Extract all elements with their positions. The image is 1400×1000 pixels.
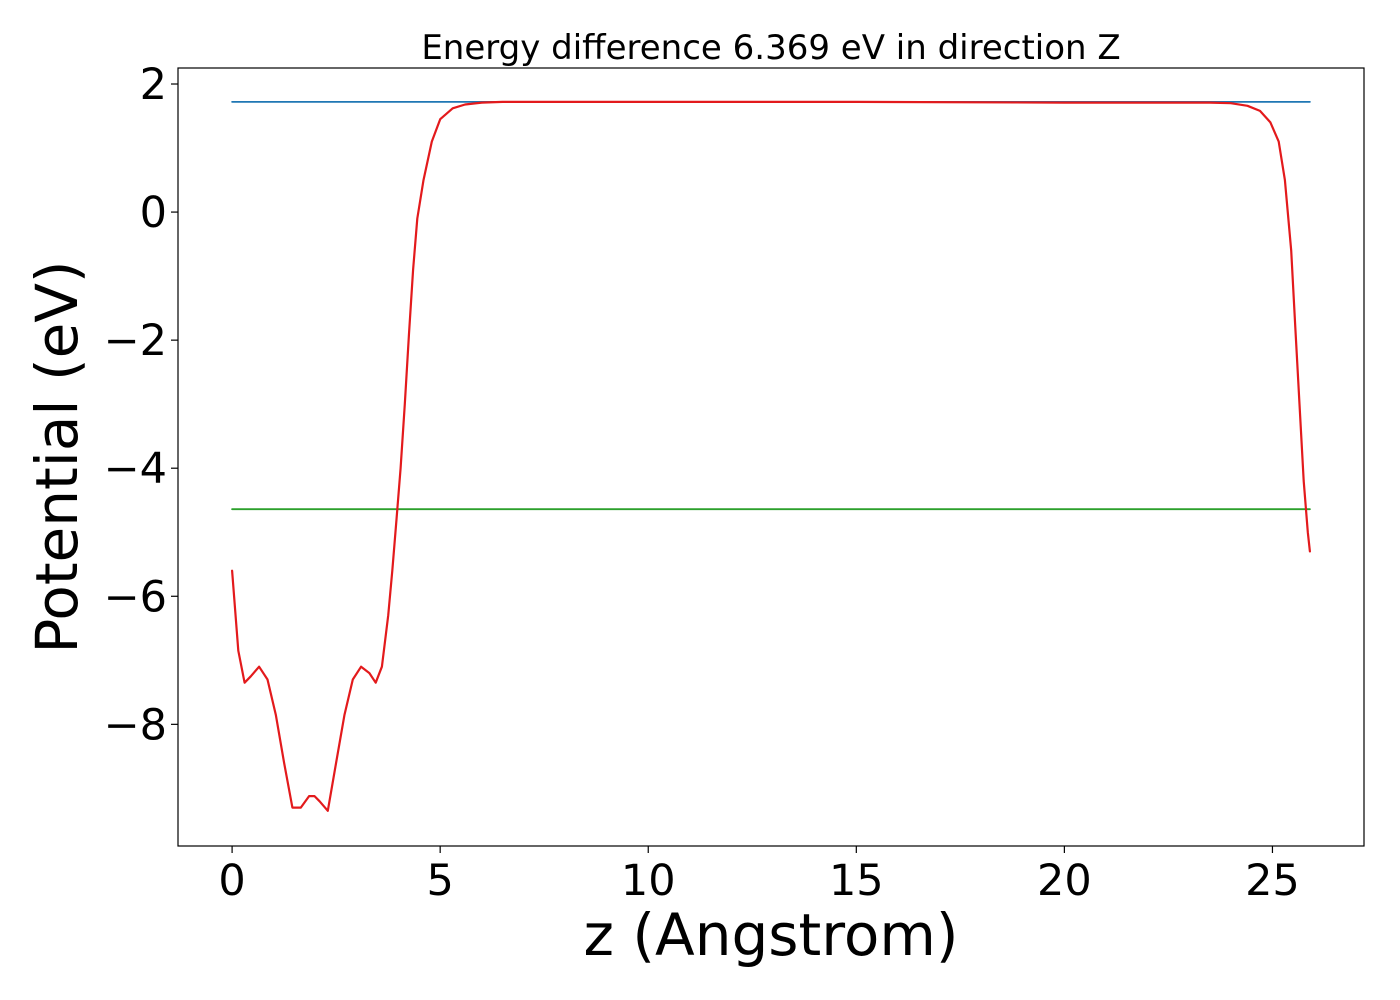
- y-tick-label: −8: [104, 700, 167, 750]
- x-tick-label: 0: [218, 856, 245, 906]
- x-tick-label: 10: [621, 856, 676, 906]
- potential-line: [231, 100, 1312, 812]
- y-tick-label: −6: [104, 572, 167, 622]
- y-tick-label: 2: [140, 60, 167, 110]
- x-tick-label: 5: [426, 856, 453, 906]
- y-tick-label: −2: [104, 316, 167, 366]
- y-axis-label: Potential (eV): [23, 260, 91, 653]
- x-axis: 0 5 10 15 20 25: [218, 846, 1300, 906]
- x-tick-label: 25: [1245, 856, 1300, 906]
- x-tick-label: 20: [1037, 856, 1092, 906]
- plot-area: [231, 100, 1312, 812]
- x-tick-label: 15: [829, 856, 884, 906]
- y-tick-label: 0: [140, 188, 167, 238]
- chart-title: Energy difference 6.369 eV in direction …: [421, 28, 1120, 68]
- plot-frame: [177, 67, 1365, 847]
- x-axis-label: z (Angstrom): [584, 901, 959, 969]
- y-tick-label: −4: [104, 444, 167, 494]
- y-axis: 2 0 −2 −4 −6 −8: [104, 60, 178, 750]
